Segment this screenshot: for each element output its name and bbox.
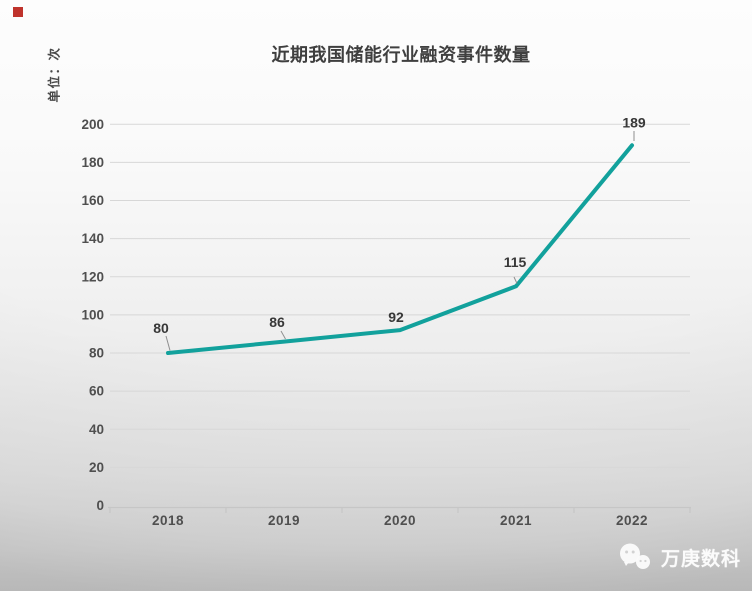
y-tick-label: 140 bbox=[81, 231, 104, 246]
watermark-brand-text: 万庚数科 bbox=[661, 548, 742, 570]
data-label-leader-line bbox=[280, 330, 286, 340]
y-tick-label: 40 bbox=[89, 422, 104, 437]
data-point-label: 115 bbox=[504, 254, 527, 270]
y-tick-label: 20 bbox=[89, 460, 104, 475]
x-tick-label: 2021 bbox=[500, 513, 532, 528]
data-label-leader-line bbox=[513, 276, 518, 284]
x-tick-label: 2018 bbox=[152, 513, 184, 528]
y-tick-label: 80 bbox=[89, 346, 104, 361]
y-tick-label: 100 bbox=[81, 307, 104, 322]
y-tick-label: 200 bbox=[81, 117, 104, 132]
chat-bubbles-icon bbox=[620, 543, 650, 569]
y-tick-label: 120 bbox=[81, 269, 104, 284]
watermark: 万庚数科 bbox=[617, 542, 741, 572]
x-tick-label: 2020 bbox=[384, 513, 416, 528]
data-point-label: 92 bbox=[388, 309, 404, 325]
y-tick-label: 60 bbox=[89, 384, 104, 399]
y-tick-label: 0 bbox=[96, 498, 104, 513]
red-square-marker bbox=[13, 7, 23, 17]
x-tick-label: 2019 bbox=[268, 513, 300, 528]
data-point-label: 189 bbox=[622, 114, 646, 130]
y-tick-label: 160 bbox=[81, 193, 104, 208]
data-point-label: 80 bbox=[153, 320, 169, 336]
data-point-label: 86 bbox=[269, 314, 285, 330]
data-line bbox=[166, 143, 634, 355]
x-tick-label: 2022 bbox=[616, 513, 648, 528]
data-label-leader-line bbox=[165, 335, 171, 351]
y-tick-label: 180 bbox=[81, 155, 104, 170]
chart-title: 近期我国储能行业融资事件数量 bbox=[271, 45, 531, 65]
